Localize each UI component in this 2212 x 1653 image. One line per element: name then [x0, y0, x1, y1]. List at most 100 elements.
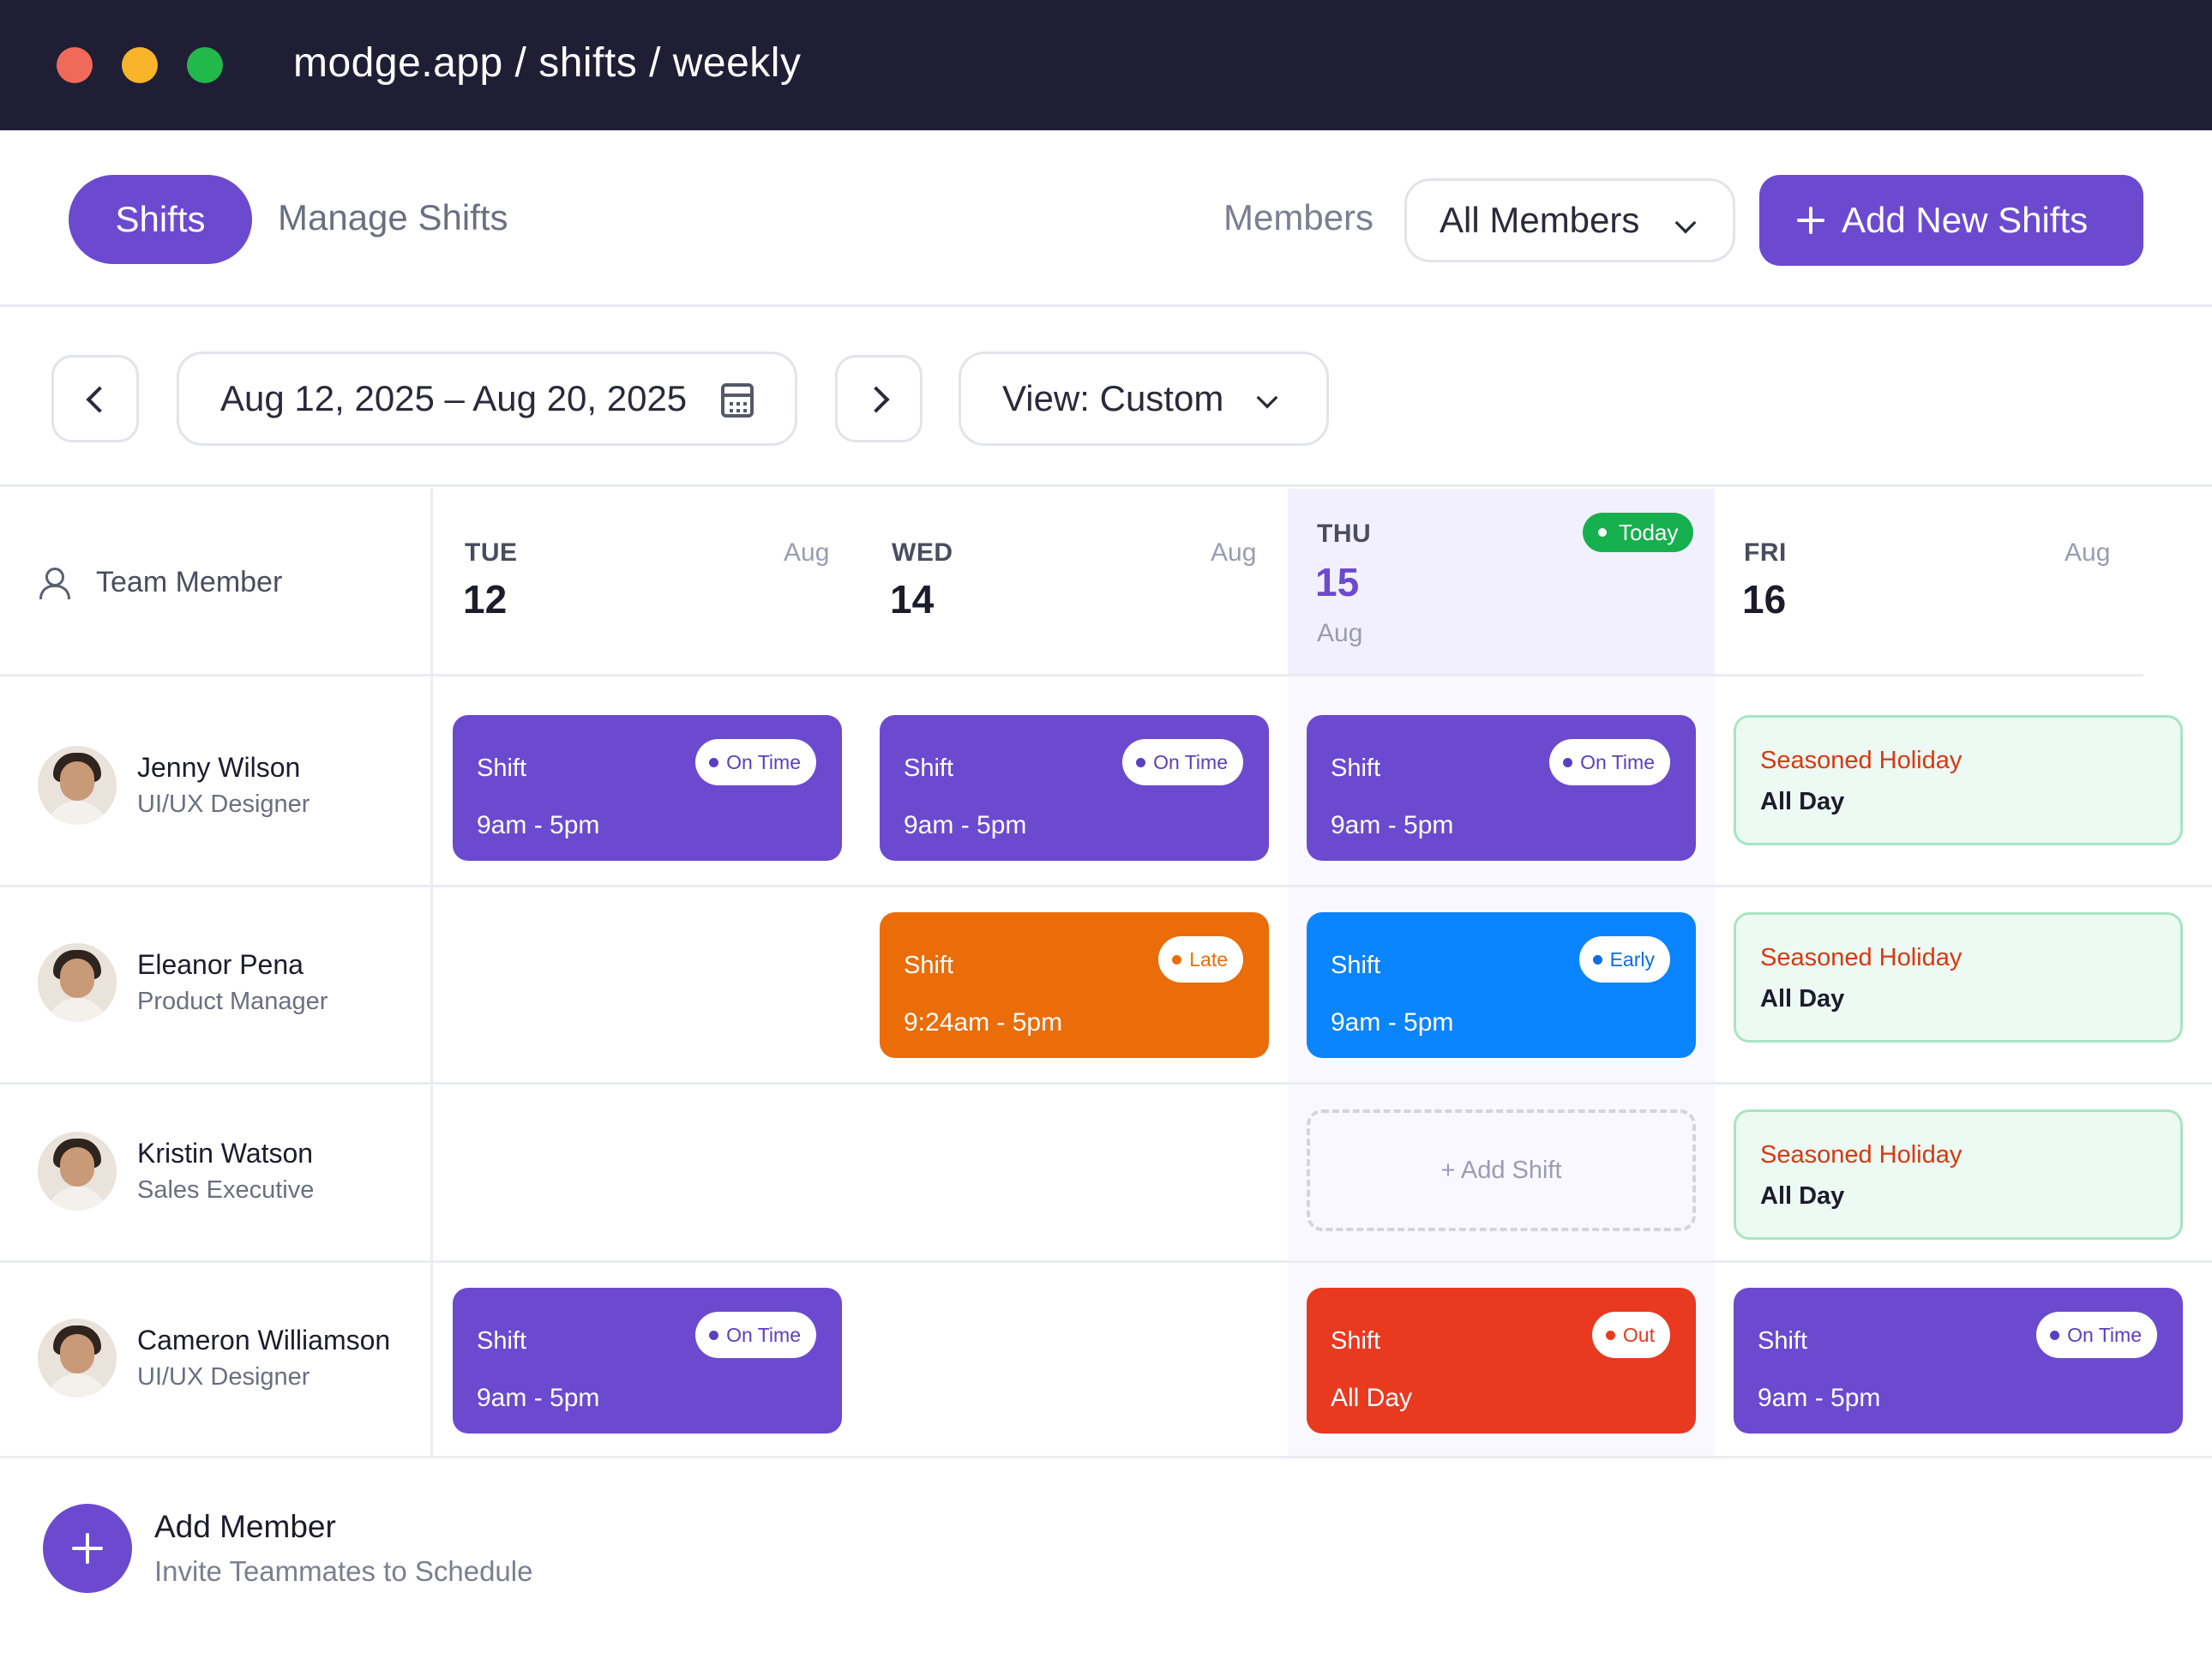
shift-label: Shift	[1331, 952, 1381, 979]
holiday-duration: All Day	[1760, 1182, 1845, 1210]
shift-card[interactable]: Shift Late 9:24am - 5pm	[880, 912, 1269, 1058]
add-new-shifts-button[interactable]: Add New Shifts	[1759, 175, 2143, 266]
add-member-title: Add Member	[154, 1509, 336, 1544]
date-range-value: Aug 12, 2025 – Aug 20, 2025	[220, 378, 688, 418]
member-name: Jenny Wilson	[137, 752, 301, 783]
header-nav: Shifts Manage Shifts Members All Members…	[0, 130, 2212, 307]
day-month: Aug	[784, 538, 830, 567]
add-shift-button[interactable]: + Add Shift	[1307, 1109, 1696, 1231]
status-badge: On Time	[695, 1312, 816, 1358]
day-number: 16	[1742, 577, 1787, 622]
status-badge: On Time	[2036, 1312, 2157, 1358]
shift-label: Shift	[1758, 1327, 1808, 1355]
member-role: UI/UX Designer	[137, 790, 310, 818]
holiday-title: Seasoned Holiday	[1760, 747, 1963, 774]
shift-time: 9am - 5pm	[477, 811, 600, 839]
holiday-card[interactable]: Seasoned Holiday All Day	[1734, 912, 2183, 1043]
member-role: UI/UX Designer	[137, 1363, 310, 1391]
row-divider	[0, 1456, 2212, 1458]
prev-week-button[interactable]	[51, 355, 139, 442]
shift-card[interactable]: Shift On Time 9am - 5pm	[880, 715, 1269, 861]
day-name: TUE	[465, 538, 518, 567]
member-name: Cameron Williamson	[137, 1325, 391, 1355]
chevron-left-icon	[86, 386, 113, 413]
chevron-down-icon	[1256, 387, 1278, 409]
status-badge: Late	[1158, 936, 1243, 983]
holiday-card[interactable]: Seasoned Holiday All Day	[1734, 1109, 2183, 1240]
holiday-title: Seasoned Holiday	[1760, 944, 1963, 971]
chevron-right-icon	[863, 386, 890, 413]
maximize-window-button[interactable]	[187, 47, 223, 83]
status-badge: On Time	[1122, 739, 1243, 785]
holiday-duration: All Day	[1760, 788, 1845, 815]
avatar	[38, 1319, 117, 1398]
status-badge: Early	[1578, 936, 1670, 983]
add-member-button[interactable]: Add Member Invite Teammates to Schedule	[43, 1504, 532, 1593]
view-dropdown[interactable]: View: Custom	[959, 352, 1329, 446]
team-member-header: Team Member	[39, 566, 282, 599]
shift-card[interactable]: Shift On Time 9am - 5pm	[1307, 715, 1696, 861]
header-divider	[0, 674, 2143, 676]
day-month: Aug	[2065, 538, 2111, 567]
shift-label: Shift	[477, 754, 527, 782]
chevron-down-icon	[1674, 212, 1697, 234]
members-dropdown-value: All Members	[1440, 200, 1640, 240]
schedule-grid: Team Member TUE 12 Aug WED 14 Aug THU 15…	[0, 489, 2212, 1458]
shift-time: All Day	[1331, 1384, 1413, 1412]
add-new-shifts-label: Add New Shifts	[1842, 200, 2089, 240]
member-role: Sales Executive	[137, 1176, 315, 1204]
calendar-icon	[721, 383, 754, 418]
next-week-button[interactable]	[835, 355, 923, 442]
holiday-title: Seasoned Holiday	[1760, 1141, 1963, 1169]
team-member-header-label: Team Member	[96, 566, 283, 598]
shift-card[interactable]: Shift Early 9am - 5pm	[1307, 912, 1696, 1058]
status-badge: Out	[1591, 1312, 1670, 1358]
member-role: Product Manager	[137, 988, 328, 1015]
shift-card[interactable]: Shift Out All Day	[1307, 1288, 1696, 1434]
member-name: Eleanor Pena	[137, 949, 304, 980]
member-name: Kristin Watson	[137, 1138, 314, 1169]
tab-shifts[interactable]: Shifts	[69, 175, 252, 264]
holiday-card[interactable]: Seasoned Holiday All Day	[1734, 715, 2183, 845]
member-row-kristin-watson[interactable]: Kristin Watson Sales Executive	[38, 1132, 314, 1211]
plus-icon	[1797, 207, 1824, 234]
shift-time: 9am - 5pm	[904, 811, 1027, 839]
shift-time: 9:24am - 5pm	[904, 1008, 1063, 1037]
shift-time: 9am - 5pm	[1331, 1008, 1454, 1037]
holiday-duration: All Day	[1760, 985, 1845, 1013]
day-number: 14	[890, 577, 935, 622]
day-month: Aug	[1211, 538, 1257, 567]
shift-label: Shift	[1331, 1327, 1381, 1355]
today-badge: Today	[1583, 513, 1694, 552]
date-range-picker[interactable]: Aug 12, 2025 – Aug 20, 2025	[177, 352, 797, 446]
day-month: Aug	[1317, 619, 1363, 647]
member-row-cameron-williamson[interactable]: Cameron Williamson UI/UX Designer	[38, 1319, 390, 1398]
day-name: THU	[1317, 520, 1372, 548]
status-badge: On Time	[695, 739, 816, 785]
plus-icon	[43, 1504, 132, 1593]
day-name: WED	[892, 538, 953, 567]
status-badge: On Time	[1549, 739, 1670, 785]
tab-manage-shifts[interactable]: Manage Shifts	[278, 197, 508, 237]
row-divider	[0, 885, 2212, 887]
date-toolbar: Aug 12, 2025 – Aug 20, 2025 View: Custom	[0, 307, 2212, 487]
avatar	[38, 1132, 117, 1211]
add-member-subtitle: Invite Teammates to Schedule	[154, 1555, 533, 1587]
close-window-button[interactable]	[57, 47, 93, 83]
row-divider	[0, 1260, 2212, 1263]
user-icon	[39, 567, 70, 599]
member-row-eleanor-pena[interactable]: Eleanor Pena Product Manager	[38, 943, 328, 1022]
shift-time: 9am - 5pm	[1758, 1384, 1881, 1412]
shift-label: Shift	[1331, 754, 1381, 782]
day-number: 12	[463, 577, 508, 622]
minimize-window-button[interactable]	[122, 47, 158, 83]
avatar	[38, 943, 117, 1022]
shift-card[interactable]: Shift On Time 9am - 5pm	[453, 1288, 842, 1434]
day-name: FRI	[1744, 538, 1787, 567]
shift-card[interactable]: Shift On Time 9am - 5pm	[1734, 1288, 2183, 1434]
member-row-jenny-wilson[interactable]: Jenny Wilson UI/UX Designer	[38, 746, 310, 825]
day-number-today: 15	[1315, 560, 1360, 604]
members-dropdown[interactable]: All Members	[1404, 178, 1735, 262]
shift-label: Shift	[904, 754, 954, 782]
shift-card[interactable]: Shift On Time 9am - 5pm	[453, 715, 842, 861]
